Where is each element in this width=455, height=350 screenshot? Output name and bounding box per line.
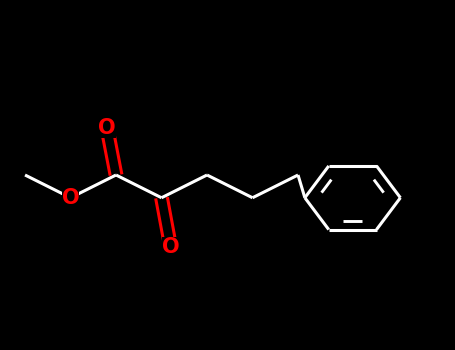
Text: O: O — [62, 188, 79, 208]
Text: O: O — [98, 118, 116, 138]
Text: O: O — [162, 237, 179, 257]
